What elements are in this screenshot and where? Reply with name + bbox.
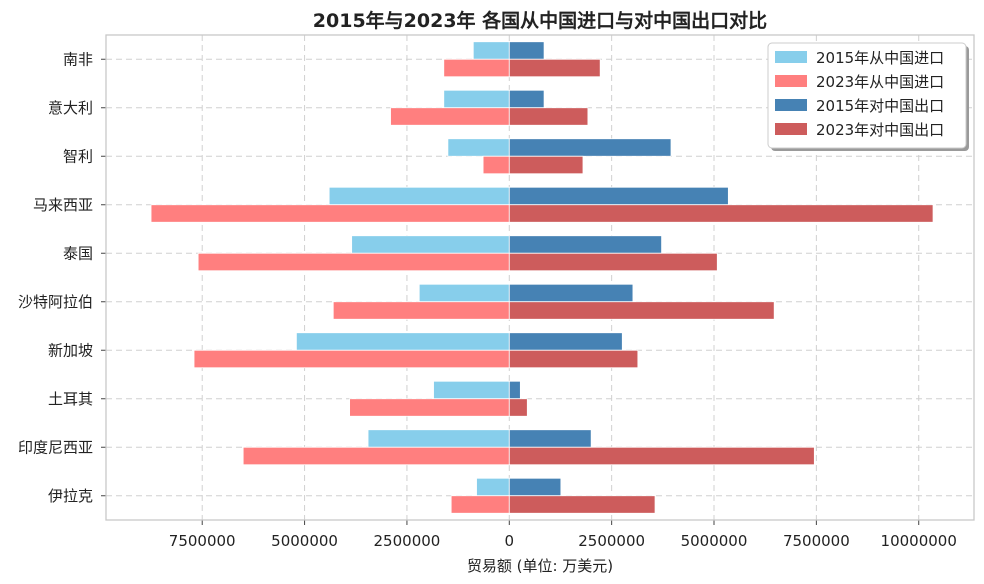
x-tick-label: 0 — [505, 532, 515, 550]
bar — [473, 42, 509, 60]
bar — [451, 496, 509, 514]
x-tick-label: 7500000 — [169, 532, 236, 550]
x-tick-label: 5000000 — [681, 532, 748, 550]
chart-title: 2015年与2023年 各国从中国进口与对中国出口对比 — [313, 9, 767, 32]
bar — [194, 350, 509, 368]
bar — [509, 187, 728, 205]
bar — [509, 333, 622, 351]
x-tick-label: 2500000 — [374, 532, 441, 550]
bar — [350, 399, 510, 417]
bar — [329, 187, 509, 205]
legend-swatch — [775, 75, 807, 87]
bar — [509, 399, 527, 417]
bar — [509, 108, 588, 126]
category-label: 意大利 — [48, 99, 93, 117]
bar — [509, 496, 655, 514]
bar — [444, 90, 510, 108]
bar — [509, 59, 600, 77]
bar — [509, 42, 544, 60]
legend-swatch — [775, 51, 807, 63]
category-label: 智利 — [63, 147, 93, 165]
category-label: 泰国 — [63, 244, 93, 262]
bar — [198, 253, 509, 271]
bar — [509, 350, 638, 368]
bar — [243, 447, 509, 465]
category-label: 新加坡 — [48, 341, 93, 359]
x-tick-label: 5000000 — [271, 532, 338, 550]
category-label: 沙特阿拉伯 — [18, 293, 93, 311]
bar — [509, 447, 814, 465]
bar — [509, 253, 717, 271]
x-axis-label: 贸易额 (单位: 万美元) — [467, 557, 613, 575]
bar — [509, 236, 661, 254]
category-label: 南非 — [63, 50, 93, 68]
bar — [509, 205, 933, 223]
bar — [333, 302, 509, 320]
legend-label: 2023年对中国出口 — [816, 121, 944, 139]
bar — [477, 478, 510, 496]
bar — [509, 90, 544, 108]
bar — [419, 284, 509, 302]
category-label: 土耳其 — [48, 390, 93, 408]
bar — [296, 333, 509, 351]
x-tick-label: 7500000 — [783, 532, 850, 550]
bar — [509, 430, 591, 448]
category-label: 伊拉克 — [48, 487, 93, 505]
legend-swatch — [775, 99, 807, 111]
bar — [448, 139, 509, 157]
bar — [509, 381, 520, 399]
legend-label: 2023年从中国进口 — [816, 73, 944, 91]
bar — [352, 236, 510, 254]
legend: 2015年从中国进口 2023年从中国进口 2015年对中国出口 2023年对中国出口 — [768, 43, 969, 151]
category-label: 印度尼西亚 — [18, 438, 93, 456]
bar — [483, 156, 509, 174]
x-tick-label: 2500000 — [578, 532, 645, 550]
x-tick-label: 10000000 — [881, 532, 957, 550]
legend-swatch — [775, 123, 807, 135]
legend-label: 2015年对中国出口 — [816, 97, 944, 115]
bar — [368, 430, 509, 448]
bar — [509, 302, 774, 320]
bar — [444, 59, 510, 77]
category-label: 马来西亚 — [33, 196, 93, 214]
bar — [509, 284, 633, 302]
bar — [509, 139, 671, 157]
bar — [391, 108, 510, 126]
bar — [509, 478, 561, 496]
legend-label: 2015年从中国进口 — [816, 49, 944, 67]
bar — [434, 381, 510, 399]
bar — [509, 156, 583, 174]
bar — [151, 205, 509, 223]
